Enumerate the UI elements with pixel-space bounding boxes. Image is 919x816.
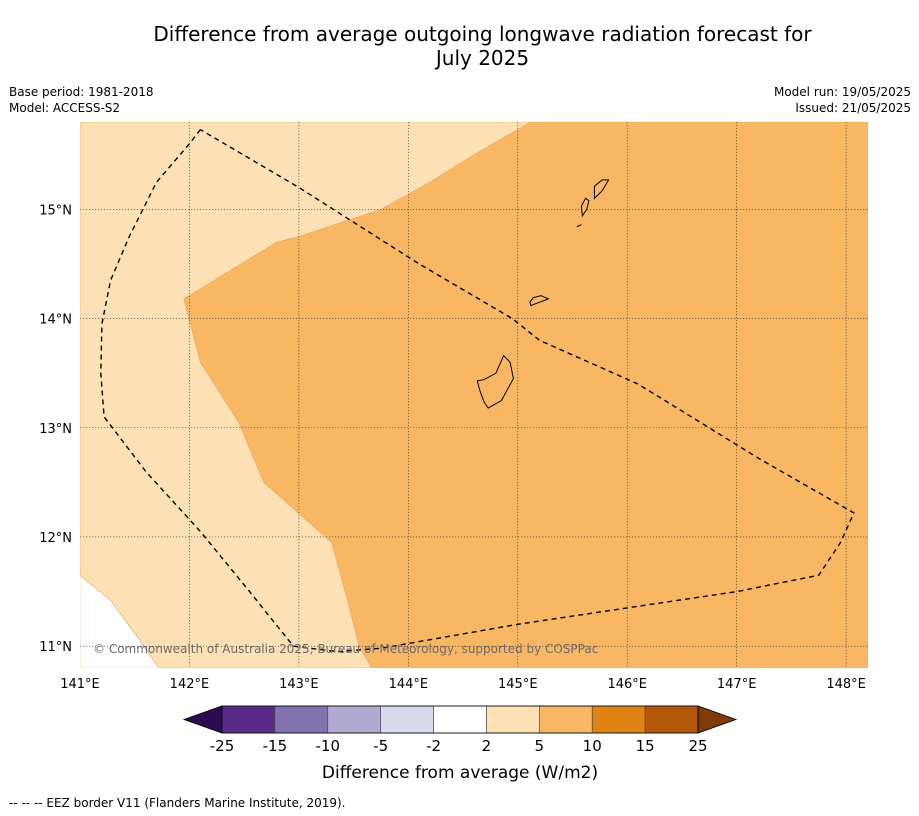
x-tick-label: 147°E [717, 677, 757, 692]
chart-title: Difference from average outgoing longwav… [90, 22, 875, 70]
colorbar-tick-label: -2 [426, 737, 441, 755]
eez-footer-note: -- -- -- EEZ border V11 (Flanders Marine… [9, 796, 346, 810]
y-tick-label: 12°N [39, 531, 72, 546]
meta-left: Base period: 1981-2018 Model: ACCESS-S2 [9, 84, 154, 116]
colorbar-segment [486, 705, 540, 734]
y-tick-label: 14°N [39, 313, 72, 328]
colorbar-tick-label: -25 [210, 737, 235, 755]
model-run-text: Model run: 19/05/2025 [773, 85, 911, 99]
colorbar-segment [591, 705, 646, 734]
colorbar-tick-label: 2 [482, 737, 492, 755]
x-tick-label: 146°E [607, 677, 647, 692]
island-guam [476, 354, 514, 409]
x-tick-label: 142°E [170, 677, 210, 692]
colorbar-segment [644, 705, 699, 734]
colorbar-segment [380, 705, 434, 734]
eez-border-line [100, 128, 855, 653]
x-tick-label: 144°E [389, 677, 429, 692]
colorbar-segment [539, 705, 593, 734]
colorbar-label: Difference from average (W/m2) [322, 763, 598, 783]
x-tick-label: 143°E [279, 677, 319, 692]
colorbar-segment [221, 705, 276, 734]
colorbar-tick-label: -15 [263, 737, 288, 755]
x-tick-label: 148°E [826, 677, 866, 692]
x-tick-label: 145°E [498, 677, 538, 692]
meta-right: Model run: 19/05/2025 Issued: 21/05/2025 [774, 84, 911, 116]
chart-title-line2: July 2025 [435, 46, 530, 70]
island-rota [529, 295, 550, 307]
x-tick-label: 141°E [60, 677, 100, 692]
base-period-text: Base period: 1981-2018 [9, 85, 154, 99]
region-3 [183, 122, 868, 668]
issued-text: Issued: 21/05/2025 [795, 101, 911, 115]
colorbar-tick-label: -5 [373, 737, 388, 755]
model-text: Model: ACCESS-S2 [9, 101, 121, 115]
colorbar-tick-label: 25 [688, 737, 707, 755]
colorbar-frame [221, 705, 699, 734]
colorbar-extend-high [697, 705, 738, 734]
colorbar-tick-label: 15 [636, 737, 655, 755]
island-aguijan [576, 224, 582, 228]
chart-title-line1: Difference from average outgoing longwav… [153, 22, 812, 46]
colorbar-segment [274, 705, 329, 734]
colorbar-tick-label: -10 [316, 737, 341, 755]
y-tick-label: 15°N [39, 203, 72, 218]
colorbar-segment [433, 705, 487, 734]
island-saipan [593, 179, 610, 200]
colorbar-extend-low [182, 705, 223, 734]
colorbar-tick-label: 10 [583, 737, 602, 755]
island-tinian [580, 197, 590, 218]
copyright-text: © Commonwealth of Australia 2025, Bureau… [93, 642, 598, 656]
y-tick-label: 11°N [39, 640, 72, 655]
y-tick-label: 13°N [39, 422, 72, 437]
colorbar-tick-label: 5 [535, 737, 545, 755]
colorbar-segment [327, 705, 381, 734]
